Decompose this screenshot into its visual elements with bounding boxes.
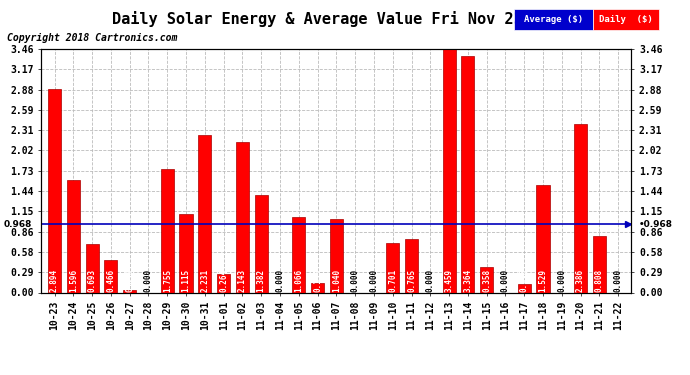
- Text: Daily  ($): Daily ($): [600, 15, 653, 24]
- Text: 0.030: 0.030: [125, 268, 134, 292]
- Text: 0.135: 0.135: [313, 268, 322, 292]
- Bar: [574, 124, 587, 292]
- Text: 0.808: 0.808: [595, 268, 604, 292]
- Bar: [123, 290, 137, 292]
- Text: 0.466: 0.466: [106, 268, 115, 292]
- Bar: [217, 274, 230, 292]
- Text: 1.529: 1.529: [539, 268, 548, 292]
- Bar: [236, 141, 249, 292]
- Text: 1.755: 1.755: [163, 268, 172, 292]
- Text: 2.894: 2.894: [50, 268, 59, 292]
- Text: 3.364: 3.364: [464, 268, 473, 292]
- Bar: [480, 267, 493, 292]
- Bar: [255, 195, 268, 292]
- Bar: [386, 243, 400, 292]
- Text: Average ($): Average ($): [524, 15, 583, 24]
- Bar: [293, 217, 306, 292]
- Bar: [442, 49, 455, 292]
- Bar: [330, 219, 343, 292]
- Bar: [104, 260, 117, 292]
- Text: 0.116: 0.116: [520, 268, 529, 292]
- Bar: [311, 283, 324, 292]
- Text: 1.596: 1.596: [69, 268, 78, 292]
- Text: Daily Solar Energy & Average Value Fri Nov 23 16:19: Daily Solar Energy & Average Value Fri N…: [112, 11, 578, 27]
- Bar: [48, 88, 61, 292]
- Text: 1.066: 1.066: [295, 268, 304, 292]
- Text: 0.968: 0.968: [3, 220, 32, 229]
- Bar: [67, 180, 80, 292]
- Bar: [536, 185, 550, 292]
- Text: 0.000: 0.000: [426, 268, 435, 292]
- Bar: [593, 236, 606, 292]
- Text: 1.040: 1.040: [332, 268, 341, 292]
- Text: 0.701: 0.701: [388, 268, 397, 292]
- Text: 0.264: 0.264: [219, 268, 228, 292]
- Text: 3.459: 3.459: [444, 268, 453, 292]
- Bar: [161, 169, 174, 292]
- Text: 0.000: 0.000: [351, 268, 359, 292]
- Bar: [86, 244, 99, 292]
- Text: 1.115: 1.115: [181, 268, 190, 292]
- Text: 0.000: 0.000: [144, 268, 153, 292]
- Text: •0.968: •0.968: [639, 220, 673, 229]
- Text: 0.765: 0.765: [407, 268, 416, 292]
- Text: 0.000: 0.000: [501, 268, 510, 292]
- Text: 2.143: 2.143: [238, 268, 247, 292]
- Text: 2.386: 2.386: [576, 268, 585, 292]
- Bar: [179, 214, 193, 292]
- Text: Copyright 2018 Cartronics.com: Copyright 2018 Cartronics.com: [7, 33, 177, 43]
- Text: 1.382: 1.382: [257, 268, 266, 292]
- Text: 0.000: 0.000: [369, 268, 378, 292]
- Text: 0.358: 0.358: [482, 268, 491, 292]
- Bar: [462, 56, 475, 292]
- Bar: [405, 238, 418, 292]
- Text: 0.693: 0.693: [88, 268, 97, 292]
- Text: 0.000: 0.000: [275, 268, 284, 292]
- Text: 0.000: 0.000: [613, 268, 622, 292]
- Text: 0.000: 0.000: [558, 268, 566, 292]
- Bar: [198, 135, 211, 292]
- Text: 2.231: 2.231: [200, 268, 209, 292]
- Bar: [518, 284, 531, 292]
